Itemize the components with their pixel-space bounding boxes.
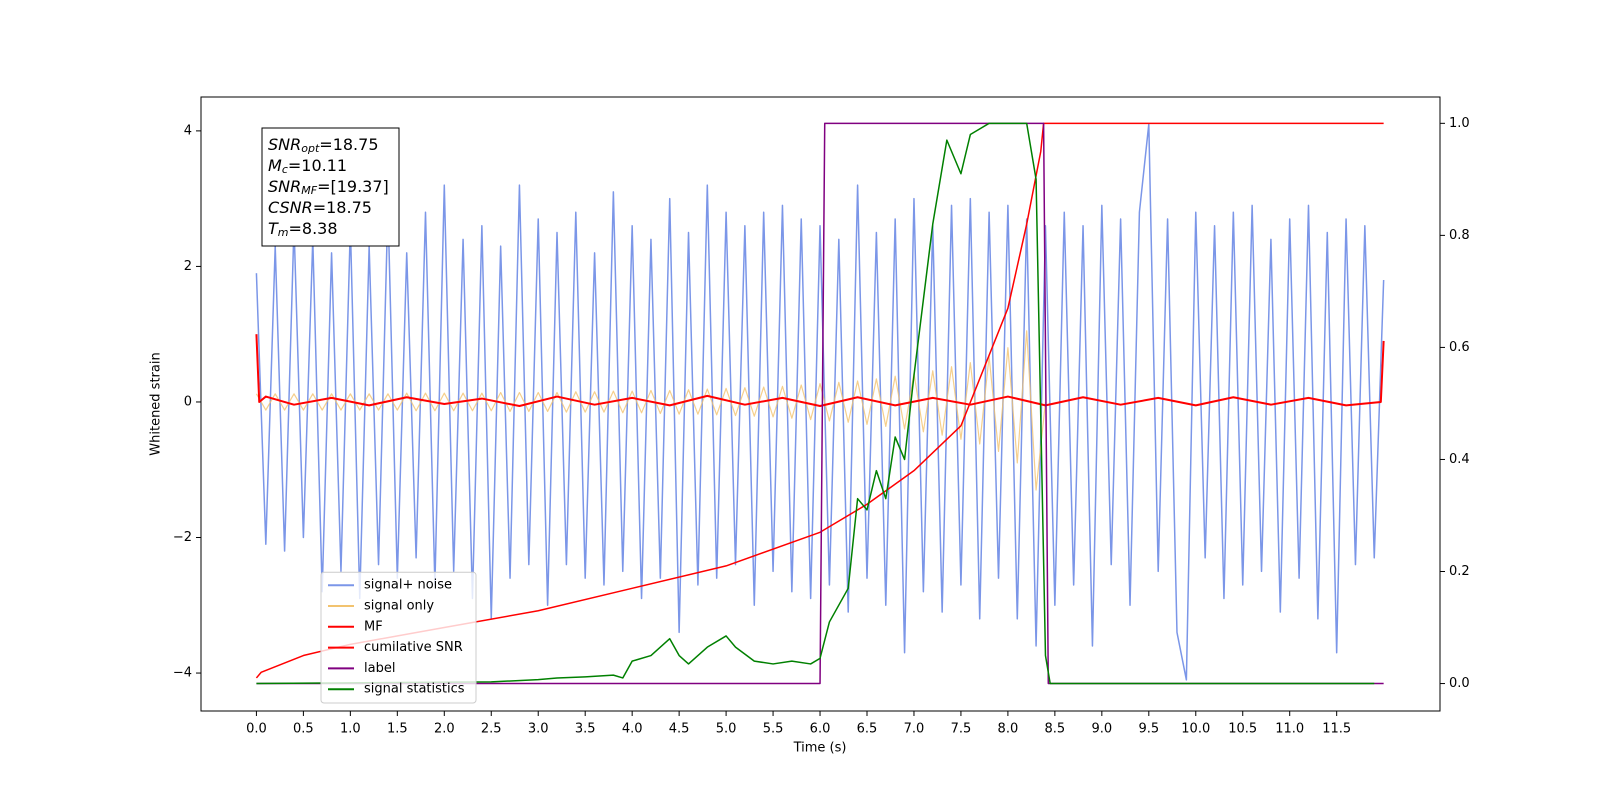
annotation-value: =10.11 (288, 156, 347, 175)
y-axis-label: Whitened strain (149, 352, 164, 455)
annotation-value: =[19.37] (317, 177, 389, 196)
annotation-value: =18.75 (319, 135, 378, 154)
legend-label: MF (364, 619, 383, 634)
x-tick-label: 4.5 (669, 722, 690, 737)
y2-tick-label: 0.8 (1449, 228, 1470, 243)
annotation-line: Mc=10.11 (268, 156, 347, 177)
x-tick-label: 2.0 (434, 722, 455, 737)
annotation-symbol: T (268, 219, 279, 238)
x-tick-label: 2.5 (481, 722, 502, 737)
annotation-line: CSNR=18.75 (268, 198, 372, 217)
x-tick-label: 8.5 (1045, 722, 1066, 737)
x-tick-label: 3.5 (575, 722, 596, 737)
y-tick-label: −4 (173, 666, 192, 681)
y-tick-label: −2 (173, 530, 192, 545)
annotation-subscript: m (278, 226, 289, 239)
x-tick-label: 0.5 (293, 722, 314, 737)
x-tick-label: 5.5 (763, 722, 784, 737)
x-axis-label: Time (s) (793, 741, 847, 756)
x-tick-label: 6.0 (810, 722, 831, 737)
x-tick-label: 9.0 (1091, 722, 1112, 737)
annotation-value: =8.38 (289, 219, 338, 238)
annotation-frame (261, 127, 400, 247)
y-tick-label: 2 (184, 259, 192, 274)
x-tick-label: 1.0 (340, 722, 361, 737)
x-tick-label: 1.5 (387, 722, 408, 737)
y2-tick-label: 0.2 (1449, 564, 1470, 579)
annotation-subscript: opt (301, 142, 320, 155)
y-tick-label: 4 (184, 123, 192, 138)
x-tick-label: 0.0 (246, 722, 267, 737)
x-tick-label: 11.5 (1322, 722, 1351, 737)
x-tick-label: 9.5 (1138, 722, 1159, 737)
legend-label: cumilative SNR (364, 640, 463, 655)
series-line (255, 123, 1385, 681)
annotation-line: SNRMF=[19.37] (268, 177, 389, 198)
x-tick-label: 7.0 (904, 722, 925, 737)
axes-ticks: 0.0 0.5 1.0 1.5 2.0 2.5 3.0 3.5 4.0 4.5 5.0 5.5 6.0 6… (173, 116, 1470, 737)
annotation-value: =18.75 (313, 198, 372, 217)
annotation-symbol: SNR (268, 177, 301, 196)
x-tick-label: 3.0 (528, 722, 549, 737)
series-line (255, 334, 1385, 408)
y2-tick-label: 0.0 (1449, 676, 1470, 691)
annotation-box: SNRopt=18.75Mc=10.11SNRMF=[19.37]CSNR=18… (261, 127, 400, 247)
annotation-symbol: SNR (268, 135, 301, 154)
legend-label: label (364, 661, 395, 676)
x-tick-label: 7.5 (951, 722, 972, 737)
legend-label: signal only (364, 599, 434, 614)
x-tick-label: 11.0 (1275, 722, 1304, 737)
x-tick-label: 10.5 (1228, 722, 1257, 737)
legend-label: signal+ noise (364, 578, 452, 593)
annotation-subscript: MF (301, 184, 317, 197)
annotation-subscript: c (282, 163, 288, 176)
legend: signal+ noise signal only MF cumilative SNR… (320, 571, 477, 704)
legend-frame (320, 571, 477, 704)
annotation-symbol: M (268, 156, 282, 175)
x-tick-label: 8.0 (998, 722, 1019, 737)
x-tick-label: 4.0 (622, 722, 643, 737)
y2-tick-label: 0.4 (1449, 452, 1470, 467)
axes-frame (200, 96, 1441, 712)
x-tick-label: 10.0 (1181, 722, 1210, 737)
y2-tick-label: 1.0 (1449, 116, 1470, 131)
series-line (256, 122, 1375, 685)
y-tick-label: 0 (184, 394, 192, 409)
y2-tick-label: 0.6 (1449, 340, 1470, 355)
x-tick-label: 6.5 (857, 722, 878, 737)
legend-label: signal statistics (364, 682, 465, 697)
annotation-line: Tm=8.38 (268, 219, 338, 240)
annotation-line: SNRopt=18.75 (268, 135, 379, 156)
x-tick-label: 5.0 (716, 722, 737, 737)
annotation-symbol: CSNR (268, 198, 313, 217)
